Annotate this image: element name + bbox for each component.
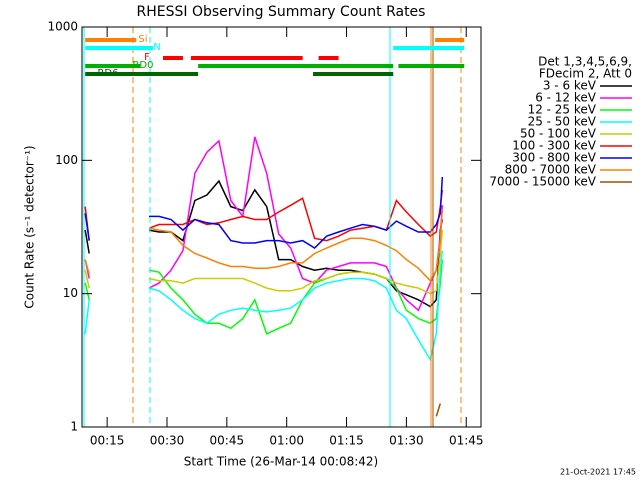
series-line xyxy=(84,176,444,249)
flag-bar xyxy=(190,56,303,60)
flag-bar xyxy=(198,64,394,68)
flag-bar xyxy=(318,56,339,60)
flag-bar xyxy=(85,46,154,50)
series-line xyxy=(84,230,444,295)
y-tick-label: 1000 xyxy=(47,20,78,34)
x-tick-label: 00:45 xyxy=(210,434,245,448)
series-line xyxy=(84,259,444,335)
chart-title: RHESSI Observing Summary Count Rates xyxy=(137,4,426,20)
y-tick-label: 10 xyxy=(63,286,78,300)
legend-label: 800 - 7000 keV xyxy=(505,163,597,177)
x-tick-label: 00:30 xyxy=(150,434,185,448)
plot-area xyxy=(84,136,444,417)
flag-bar xyxy=(393,46,465,50)
x-tick-label: 01:30 xyxy=(389,434,424,448)
x-axis-label: Start Time (26-Mar-14 00:08:42) xyxy=(184,455,378,469)
flag-label: RD6 xyxy=(97,68,118,79)
legend-header: Det 1,3,4,5,6,9, xyxy=(538,55,632,69)
legend-header: FDecim 2, Att 0 xyxy=(539,67,632,81)
legend-label: 50 - 100 keV xyxy=(520,127,597,141)
x-tick-label: 00:15 xyxy=(90,434,125,448)
series-line xyxy=(435,403,442,417)
x-tick-label: 01:15 xyxy=(329,434,364,448)
y-axis-label: Count Rate (s⁻¹ detector⁻¹) xyxy=(23,145,37,308)
flag-bar xyxy=(85,72,199,76)
flag-bar xyxy=(398,64,465,68)
x-tick-label: 01:00 xyxy=(269,434,304,448)
legend-label: 100 - 300 keV xyxy=(512,139,596,153)
flag-bar xyxy=(85,64,141,68)
legend-label: 25 - 50 keV xyxy=(528,115,597,129)
flag-label: Si xyxy=(138,34,147,45)
flag-label: F xyxy=(144,52,150,63)
series-line xyxy=(84,250,444,362)
series-line xyxy=(84,179,444,308)
flag-bar xyxy=(313,72,394,76)
legend-label: 6 - 12 keV xyxy=(535,91,597,105)
footnote: 21-Oct-2021 17:45 xyxy=(560,468,636,477)
legend-label: 300 - 800 keV xyxy=(512,151,596,165)
x-tick-label: 01:45 xyxy=(449,434,484,448)
y-tick-label: 100 xyxy=(55,153,78,167)
flag-label: N xyxy=(153,42,160,53)
legend-label: 3 - 6 keV xyxy=(543,79,597,93)
legend-label: 7000 - 15000 keV xyxy=(489,175,596,189)
flag-label: RD0 xyxy=(132,60,153,71)
legend-label: 12 - 25 keV xyxy=(528,103,597,117)
series-line xyxy=(84,209,444,282)
flag-bar xyxy=(85,38,137,42)
plot-frame xyxy=(81,26,482,428)
flag-bar xyxy=(435,38,465,42)
flag-bar xyxy=(162,56,183,60)
y-tick-label: 1 xyxy=(70,420,78,434)
